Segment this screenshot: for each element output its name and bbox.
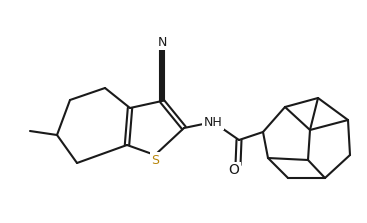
Text: S: S [151,153,159,167]
Text: O: O [229,163,239,177]
Text: NH: NH [204,116,222,128]
Text: N: N [157,35,167,48]
